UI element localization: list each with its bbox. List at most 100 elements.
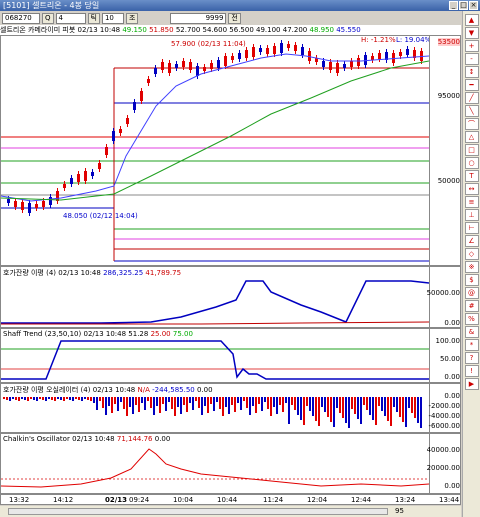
order-balance-ma-panel[interactable]: 호가잔량 이평 (4) 02/13 10:48 286,325.25 41,78…	[0, 266, 461, 328]
tool-button[interactable]: ※	[464, 261, 479, 273]
panel3-tick-2: -2000.00	[428, 402, 460, 410]
tool-button[interactable]: ?	[464, 352, 479, 364]
info-v2: 51.850	[149, 26, 174, 34]
oscillator-bar	[198, 397, 200, 408]
oscillator-bar	[201, 397, 203, 415]
candle-body	[273, 46, 276, 54]
order-balance-oscillator-panel[interactable]: 호가잔량 이평 오실레이터 (4) 02/13 10:48 N/A -244,5…	[0, 383, 461, 433]
candle-body	[56, 191, 59, 201]
close-button[interactable]: ×	[469, 1, 478, 10]
candle-body	[217, 60, 220, 68]
tool-button[interactable]: ━	[464, 79, 479, 91]
tool-button[interactable]: ╱	[464, 92, 479, 104]
tool-button[interactable]: ▶	[464, 378, 479, 390]
search-button[interactable]: Q	[42, 12, 54, 24]
tool-button[interactable]: %	[464, 313, 479, 325]
oscillator-bar	[294, 397, 296, 410]
period-count-input[interactable]: 4	[55, 12, 86, 24]
candle-body	[133, 102, 136, 110]
tool-button[interactable]: ⌒	[464, 118, 479, 130]
candle-body	[49, 197, 52, 205]
oscillator-bar	[414, 397, 416, 418]
oscillator-bar	[315, 397, 317, 421]
tool-button[interactable]: &	[464, 326, 479, 338]
low-pct-label: L: 19.04%	[396, 36, 429, 44]
drawing-tools-sidebar: ▲ ▼ + - ↕ ━ ╱ ╲ ⌒ △ □ ○ T ↔ ≡ ⊥ ⊢ ∠ ◇ ※ …	[462, 11, 480, 517]
tool-button[interactable]: ≡	[464, 196, 479, 208]
candle-body	[189, 62, 192, 70]
condition-button[interactable]: 조	[125, 12, 139, 24]
candle-body	[203, 67, 206, 71]
shaff-trend-panel[interactable]: Shaff Trend (23,50,10) 02/13 10:48 51.28…	[0, 328, 461, 383]
tool-button[interactable]: ○	[464, 157, 479, 169]
scrollbar[interactable]	[8, 508, 388, 515]
oscillator-bar	[186, 397, 188, 412]
tool-button[interactable]: □	[464, 144, 479, 156]
stock-code-input[interactable]: 068270	[2, 12, 40, 24]
tool-button[interactable]: T	[464, 170, 479, 182]
full-button[interactable]: 전	[228, 12, 241, 24]
tool-button[interactable]: ⊥	[464, 209, 479, 221]
period-type-button[interactable]: 틱	[87, 12, 100, 24]
oscillator-bar	[372, 397, 374, 420]
candle-body	[63, 184, 66, 188]
panel4-label: Chalkin's Oscillator 02/13 10:48 71,144.…	[3, 435, 171, 443]
oscillator-bar	[420, 397, 422, 428]
oscillator-bar	[159, 397, 161, 413]
panel3-tick-1: 0.00	[444, 392, 460, 400]
tool-button[interactable]: *	[464, 339, 479, 351]
candle-body	[168, 63, 171, 73]
minimize-button[interactable]: _	[449, 1, 458, 10]
candle-body	[42, 201, 45, 207]
candle-body	[119, 129, 122, 133]
quantity-input[interactable]: 9999	[170, 12, 227, 24]
candle-body	[112, 131, 115, 141]
candle-body	[294, 45, 297, 51]
oscillator-bar	[90, 397, 92, 401]
oscillator-bar	[417, 397, 419, 423]
tool-button[interactable]: ↕	[464, 66, 479, 78]
oscillator-bar	[360, 397, 362, 424]
time-label: 13:32	[9, 496, 30, 504]
tick-count-input[interactable]: 10	[101, 12, 124, 24]
candle-body	[336, 63, 339, 73]
oscillator-bar	[297, 397, 299, 415]
candle-body	[126, 118, 129, 124]
tool-button[interactable]: ▲	[464, 14, 479, 26]
oscillator-bar	[147, 397, 149, 401]
oscillator-bar	[327, 397, 329, 417]
tool-button[interactable]: +	[464, 40, 479, 52]
oscillator-bar	[165, 397, 167, 411]
tool-button[interactable]: △	[464, 131, 479, 143]
candle-body	[14, 201, 17, 207]
chaikin-oscillator-panel[interactable]: Chalkin's Oscillator 02/13 10:48 71,144.…	[0, 433, 461, 494]
oscillator-bar	[246, 397, 248, 408]
tool-button[interactable]: ▼	[464, 27, 479, 39]
oscillator-bar	[189, 397, 191, 403]
candle-body	[175, 64, 178, 68]
oscillator-bar	[333, 397, 335, 427]
candle-body	[301, 47, 304, 55]
tool-button[interactable]: @	[464, 287, 479, 299]
maximize-button[interactable]: □	[459, 1, 468, 10]
oscillator-bar	[135, 397, 137, 405]
tool-button[interactable]: ∠	[464, 235, 479, 247]
tool-button[interactable]: #	[464, 300, 479, 312]
oscillator-bar	[42, 397, 44, 400]
tool-button[interactable]: ⊢	[464, 222, 479, 234]
candle-body	[238, 53, 241, 59]
oscillator-bar	[126, 397, 128, 416]
tool-button[interactable]: ◇	[464, 248, 479, 260]
panel2-svg	[1, 340, 429, 380]
tool-button[interactable]: !	[464, 365, 479, 377]
tool-button[interactable]: ↔	[464, 183, 479, 195]
price-tick-1: 95000	[437, 92, 460, 100]
tool-button[interactable]: -	[464, 53, 479, 65]
ma-long-line	[1, 60, 429, 201]
tool-button[interactable]: $	[464, 274, 479, 286]
tool-button[interactable]: ╲	[464, 105, 479, 117]
info-v4: 54.600	[202, 26, 228, 34]
oscillator-bar	[207, 397, 209, 413]
price-chart-svg: 57.900 (02/13 11:04) 48.050 (02/12 14:04…	[1, 36, 429, 262]
price-chart-panel[interactable]: 57.900 (02/13 11:04) 48.050 (02/12 14:04…	[0, 35, 461, 266]
